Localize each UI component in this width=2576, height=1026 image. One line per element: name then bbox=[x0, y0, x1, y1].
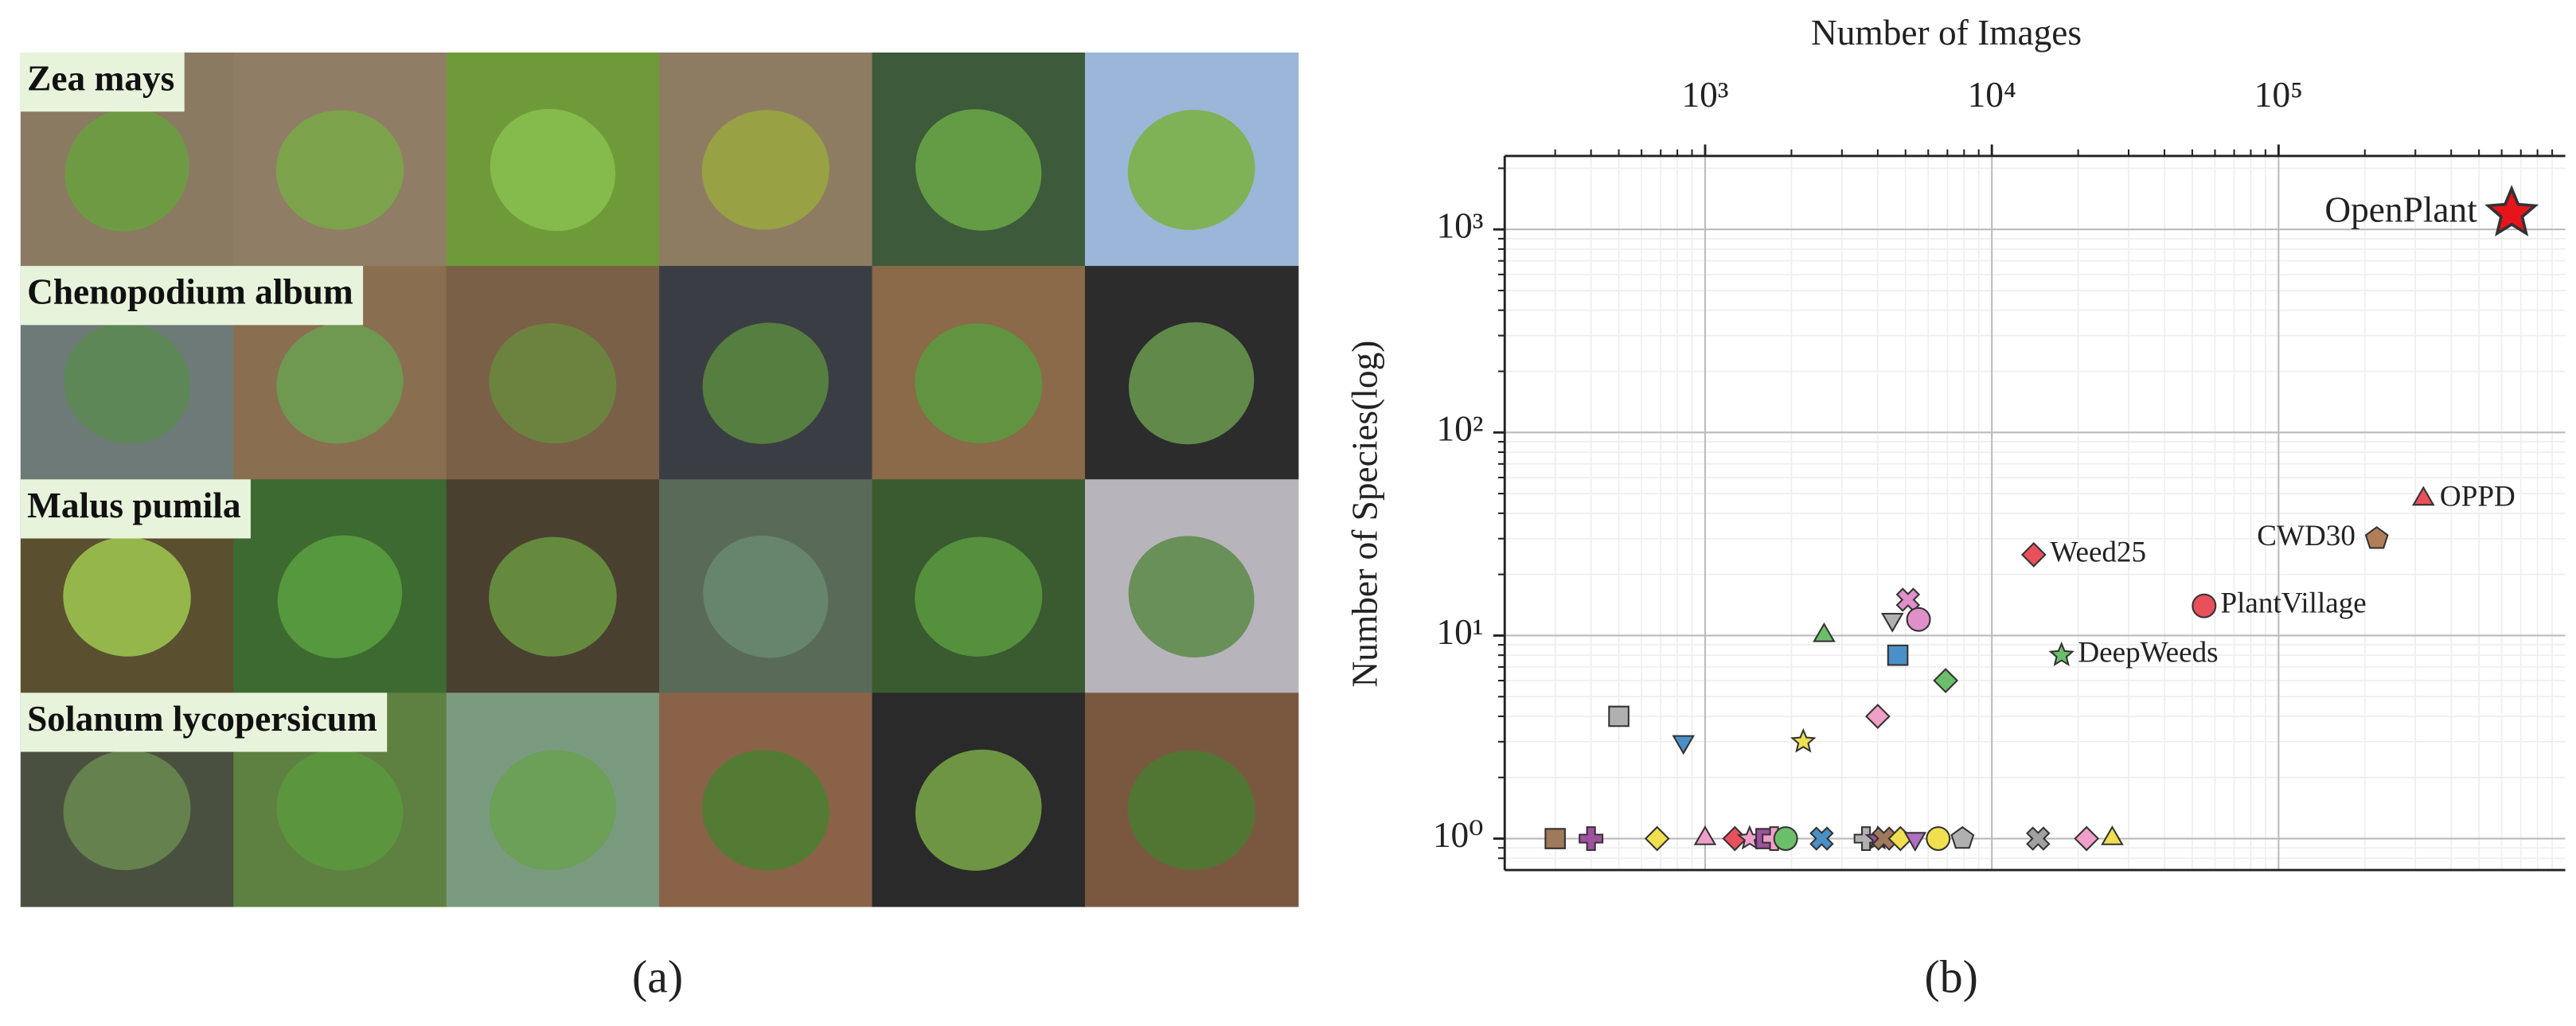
point bbox=[1790, 728, 1817, 753]
point bbox=[2364, 526, 2389, 549]
point-label: PlantVillage bbox=[2220, 587, 2366, 620]
leaf bbox=[64, 108, 189, 232]
leaf bbox=[489, 750, 617, 871]
point-label: OPPD bbox=[2440, 480, 2516, 513]
leaf bbox=[63, 536, 191, 657]
point bbox=[2101, 825, 2124, 845]
point bbox=[1813, 622, 1836, 642]
point bbox=[1880, 612, 1904, 633]
point bbox=[1579, 826, 1604, 852]
leaf bbox=[703, 535, 829, 658]
leaf bbox=[1128, 322, 1255, 445]
point bbox=[1903, 832, 1927, 852]
y-tick-label: 10² bbox=[1436, 409, 1483, 449]
leaf bbox=[489, 323, 617, 444]
caption: (b) bbox=[1925, 953, 1978, 1003]
y-tick-label: 10⁰ bbox=[1433, 815, 1484, 855]
point bbox=[2192, 593, 2217, 618]
species-label: Chenopodium album bbox=[27, 272, 353, 312]
leaf bbox=[915, 323, 1043, 443]
species-label: Malus pumila bbox=[27, 486, 240, 525]
leaf bbox=[64, 322, 191, 444]
point bbox=[1544, 828, 1566, 849]
leaf bbox=[276, 322, 404, 444]
point bbox=[1887, 644, 1909, 666]
leaf bbox=[1127, 750, 1255, 871]
label-background bbox=[20, 266, 364, 326]
leaf bbox=[702, 322, 829, 444]
point bbox=[2048, 642, 2075, 667]
point bbox=[1926, 826, 1951, 851]
point bbox=[1672, 735, 1696, 755]
point bbox=[1644, 825, 1670, 852]
leaf bbox=[276, 749, 404, 871]
leaf bbox=[275, 110, 404, 230]
leaf bbox=[277, 535, 403, 658]
point bbox=[2074, 825, 2100, 852]
point bbox=[2484, 185, 2539, 236]
point-label: Weed25 bbox=[2050, 536, 2146, 568]
point-label: OpenPlant bbox=[2324, 189, 2477, 229]
label-background bbox=[20, 479, 251, 539]
point bbox=[1933, 668, 1959, 693]
point bbox=[1608, 705, 1630, 728]
point bbox=[2020, 542, 2047, 568]
point bbox=[1906, 607, 1931, 632]
x-tick-label: 10⁴ bbox=[1968, 75, 2016, 115]
leaf bbox=[915, 749, 1042, 871]
leaf bbox=[701, 110, 829, 230]
leaf bbox=[1128, 536, 1255, 657]
point bbox=[1950, 825, 1975, 849]
point-label: DeepWeeds bbox=[2078, 637, 2218, 669]
leaf bbox=[702, 750, 829, 871]
species-label: Solanum lycopersicum bbox=[27, 699, 377, 739]
leaf bbox=[63, 750, 191, 871]
x-tick-label: 10³ bbox=[1682, 75, 1729, 115]
y-axis-label: Number of Species(log) bbox=[1345, 341, 1384, 688]
image-grid bbox=[20, 52, 1299, 907]
leaf bbox=[489, 536, 617, 657]
leaf bbox=[1127, 110, 1255, 230]
point bbox=[1773, 826, 1798, 851]
point-label: CWD30 bbox=[2257, 520, 2355, 552]
point bbox=[1693, 825, 1717, 845]
point bbox=[1809, 826, 1834, 851]
label-background bbox=[20, 692, 388, 752]
point bbox=[1895, 587, 1921, 612]
leaf bbox=[490, 108, 616, 232]
point bbox=[2412, 486, 2435, 506]
species-label: Zea mays bbox=[27, 59, 174, 99]
point bbox=[1864, 704, 1891, 729]
y-tick-label: 10³ bbox=[1436, 206, 1483, 246]
caption: (a) bbox=[632, 953, 683, 1003]
leaf bbox=[915, 536, 1043, 657]
x-axis-label: Number of Images bbox=[1811, 13, 2082, 53]
y-tick-label: 10¹ bbox=[1436, 612, 1483, 652]
point bbox=[2026, 826, 2051, 851]
leaf bbox=[915, 109, 1042, 231]
x-tick-label: 10⁵ bbox=[2254, 75, 2303, 115]
label-background bbox=[20, 52, 185, 112]
